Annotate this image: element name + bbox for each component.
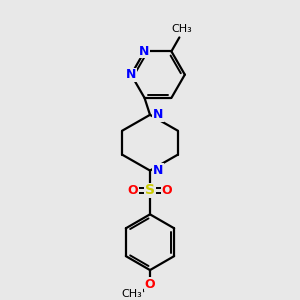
Text: CH₃: CH₃	[122, 289, 142, 299]
Text: CH₃: CH₃	[171, 25, 192, 34]
Text: O: O	[145, 278, 155, 290]
Text: N: N	[126, 68, 136, 81]
Text: N: N	[153, 108, 163, 121]
Text: N: N	[139, 45, 150, 58]
Text: O: O	[128, 184, 138, 197]
Text: O: O	[162, 184, 172, 197]
Text: S: S	[145, 184, 155, 197]
Text: N: N	[153, 164, 163, 177]
